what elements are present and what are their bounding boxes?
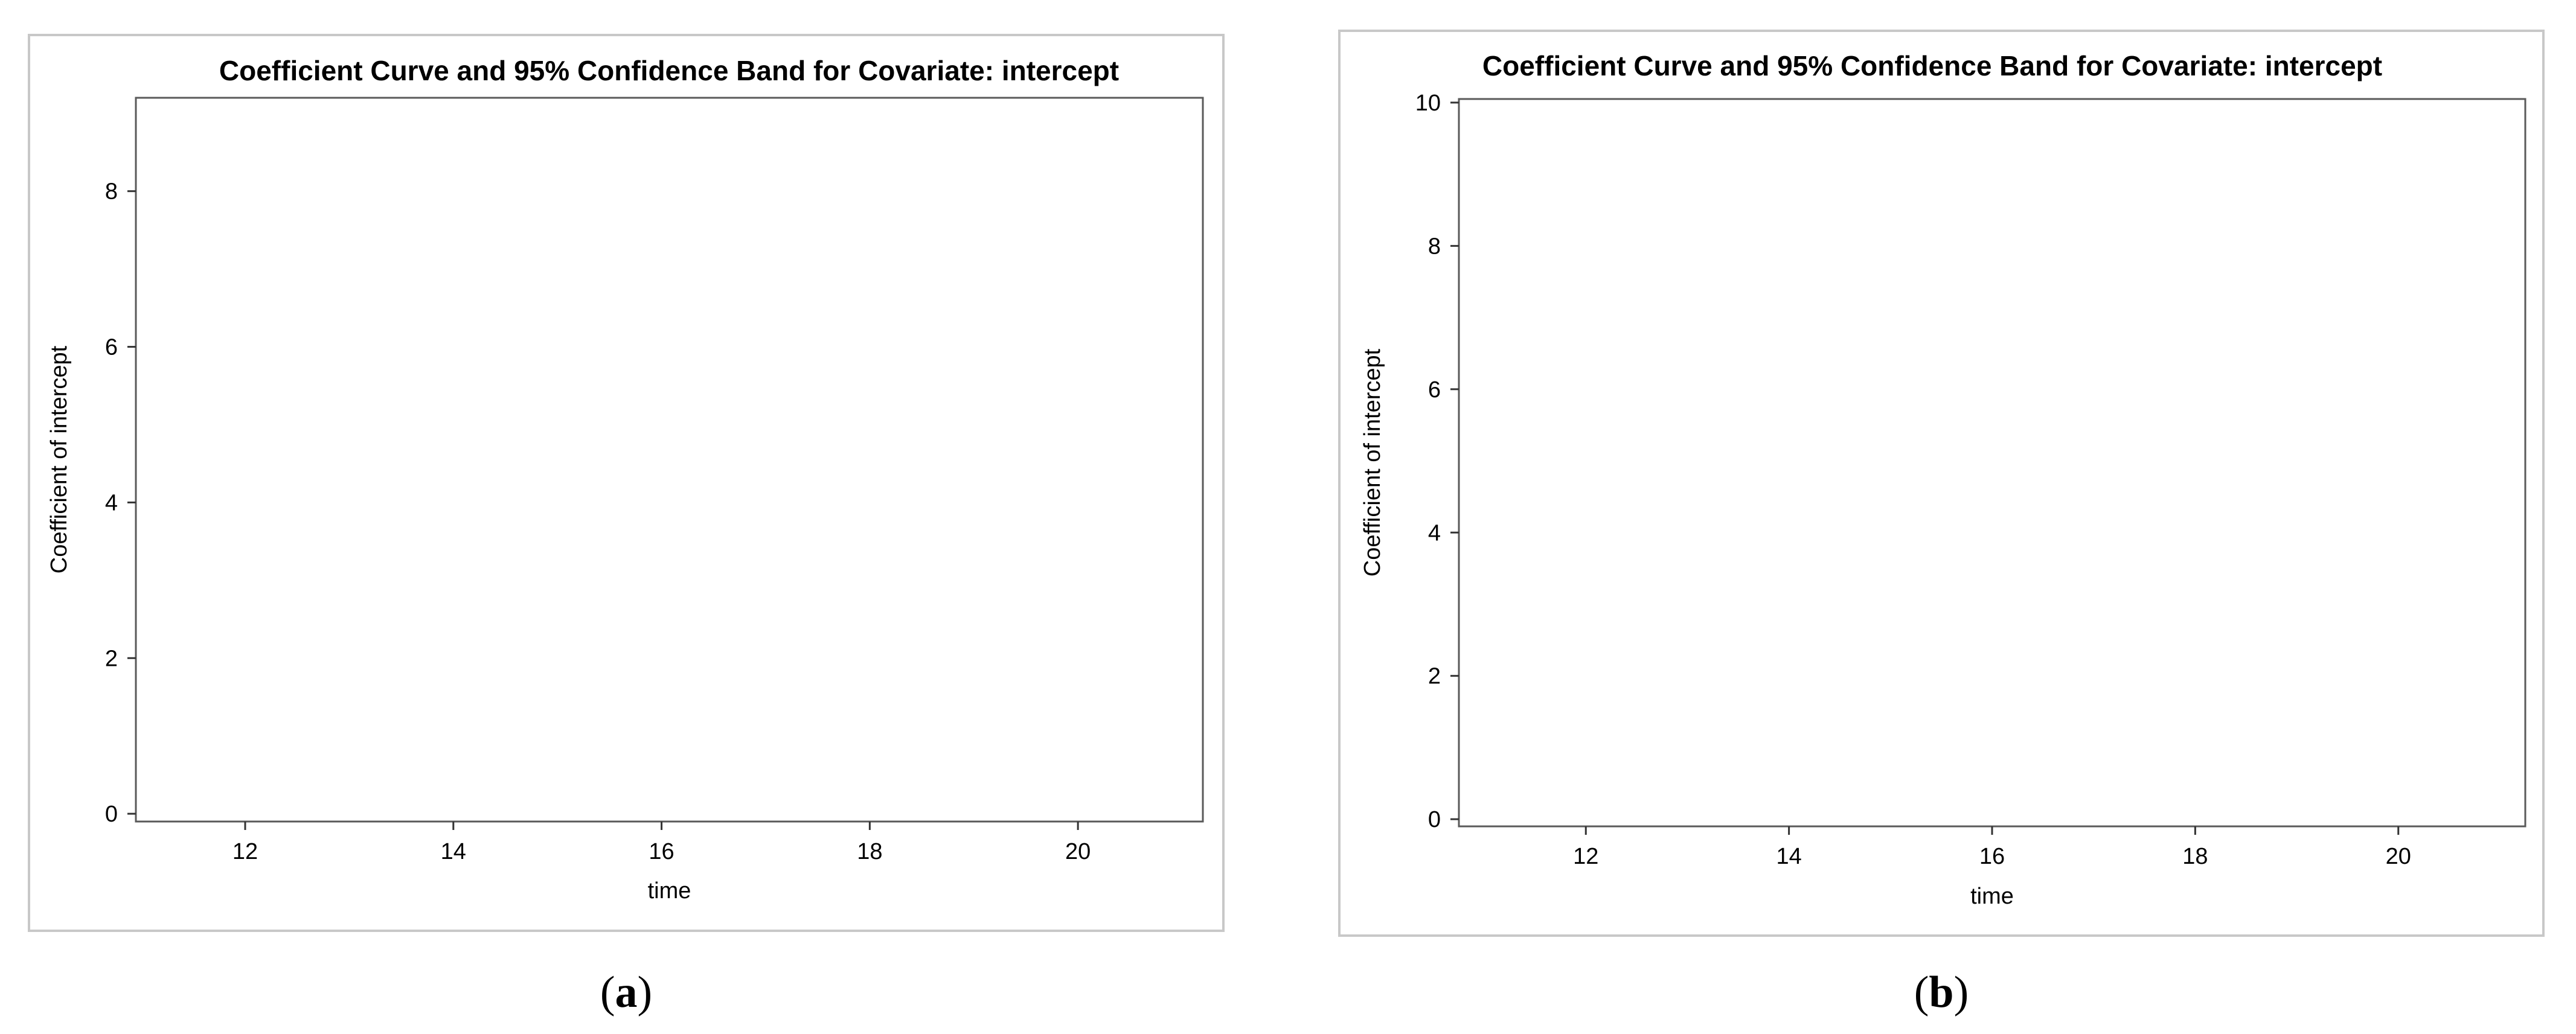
chart-title: Coefficient Curve and 95% Confidence Ban… [1482,50,2382,81]
x-tick-label: 14 [1776,844,1801,869]
x-tick-label: 16 [649,839,674,864]
chart-title: Coefficient Curve and 95% Confidence Ban… [219,55,1119,86]
x-tick-label: 16 [1979,844,2005,869]
y-tick-label: 4 [105,490,118,515]
y-axis-label: Coefficient of intercept [46,345,72,573]
y-tick-label: 4 [1428,520,1441,546]
x-tick-label: 12 [1573,844,1598,869]
x-tick-label: 20 [1065,839,1091,864]
y-tick-label: 6 [105,335,118,360]
plot-border [135,97,1204,823]
x-tick-label: 18 [857,839,882,864]
y-tick-label: 6 [1428,377,1441,403]
y-tick-label: 10 [1415,91,1441,116]
y-axis-label: Coefficient of intercept [1360,348,1385,576]
y-tick-label: 8 [105,179,118,205]
x-axis-label: time [1970,884,2014,909]
y-tick-label: 2 [1428,664,1441,689]
y-tick-label: 0 [1428,807,1441,832]
panel-caption: (b) [1914,968,1969,1017]
y-tick-label: 8 [1428,234,1441,259]
x-axis-label: time [648,878,691,904]
x-tick-label: 20 [2386,844,2411,869]
y-tick-label: 2 [105,646,118,671]
y-tick-label: 0 [105,802,118,827]
x-tick-label: 14 [441,839,466,864]
x-tick-label: 18 [2182,844,2208,869]
panel-caption: (a) [600,968,652,1017]
plot-border [1458,98,2526,828]
x-tick-label: 12 [232,839,258,864]
